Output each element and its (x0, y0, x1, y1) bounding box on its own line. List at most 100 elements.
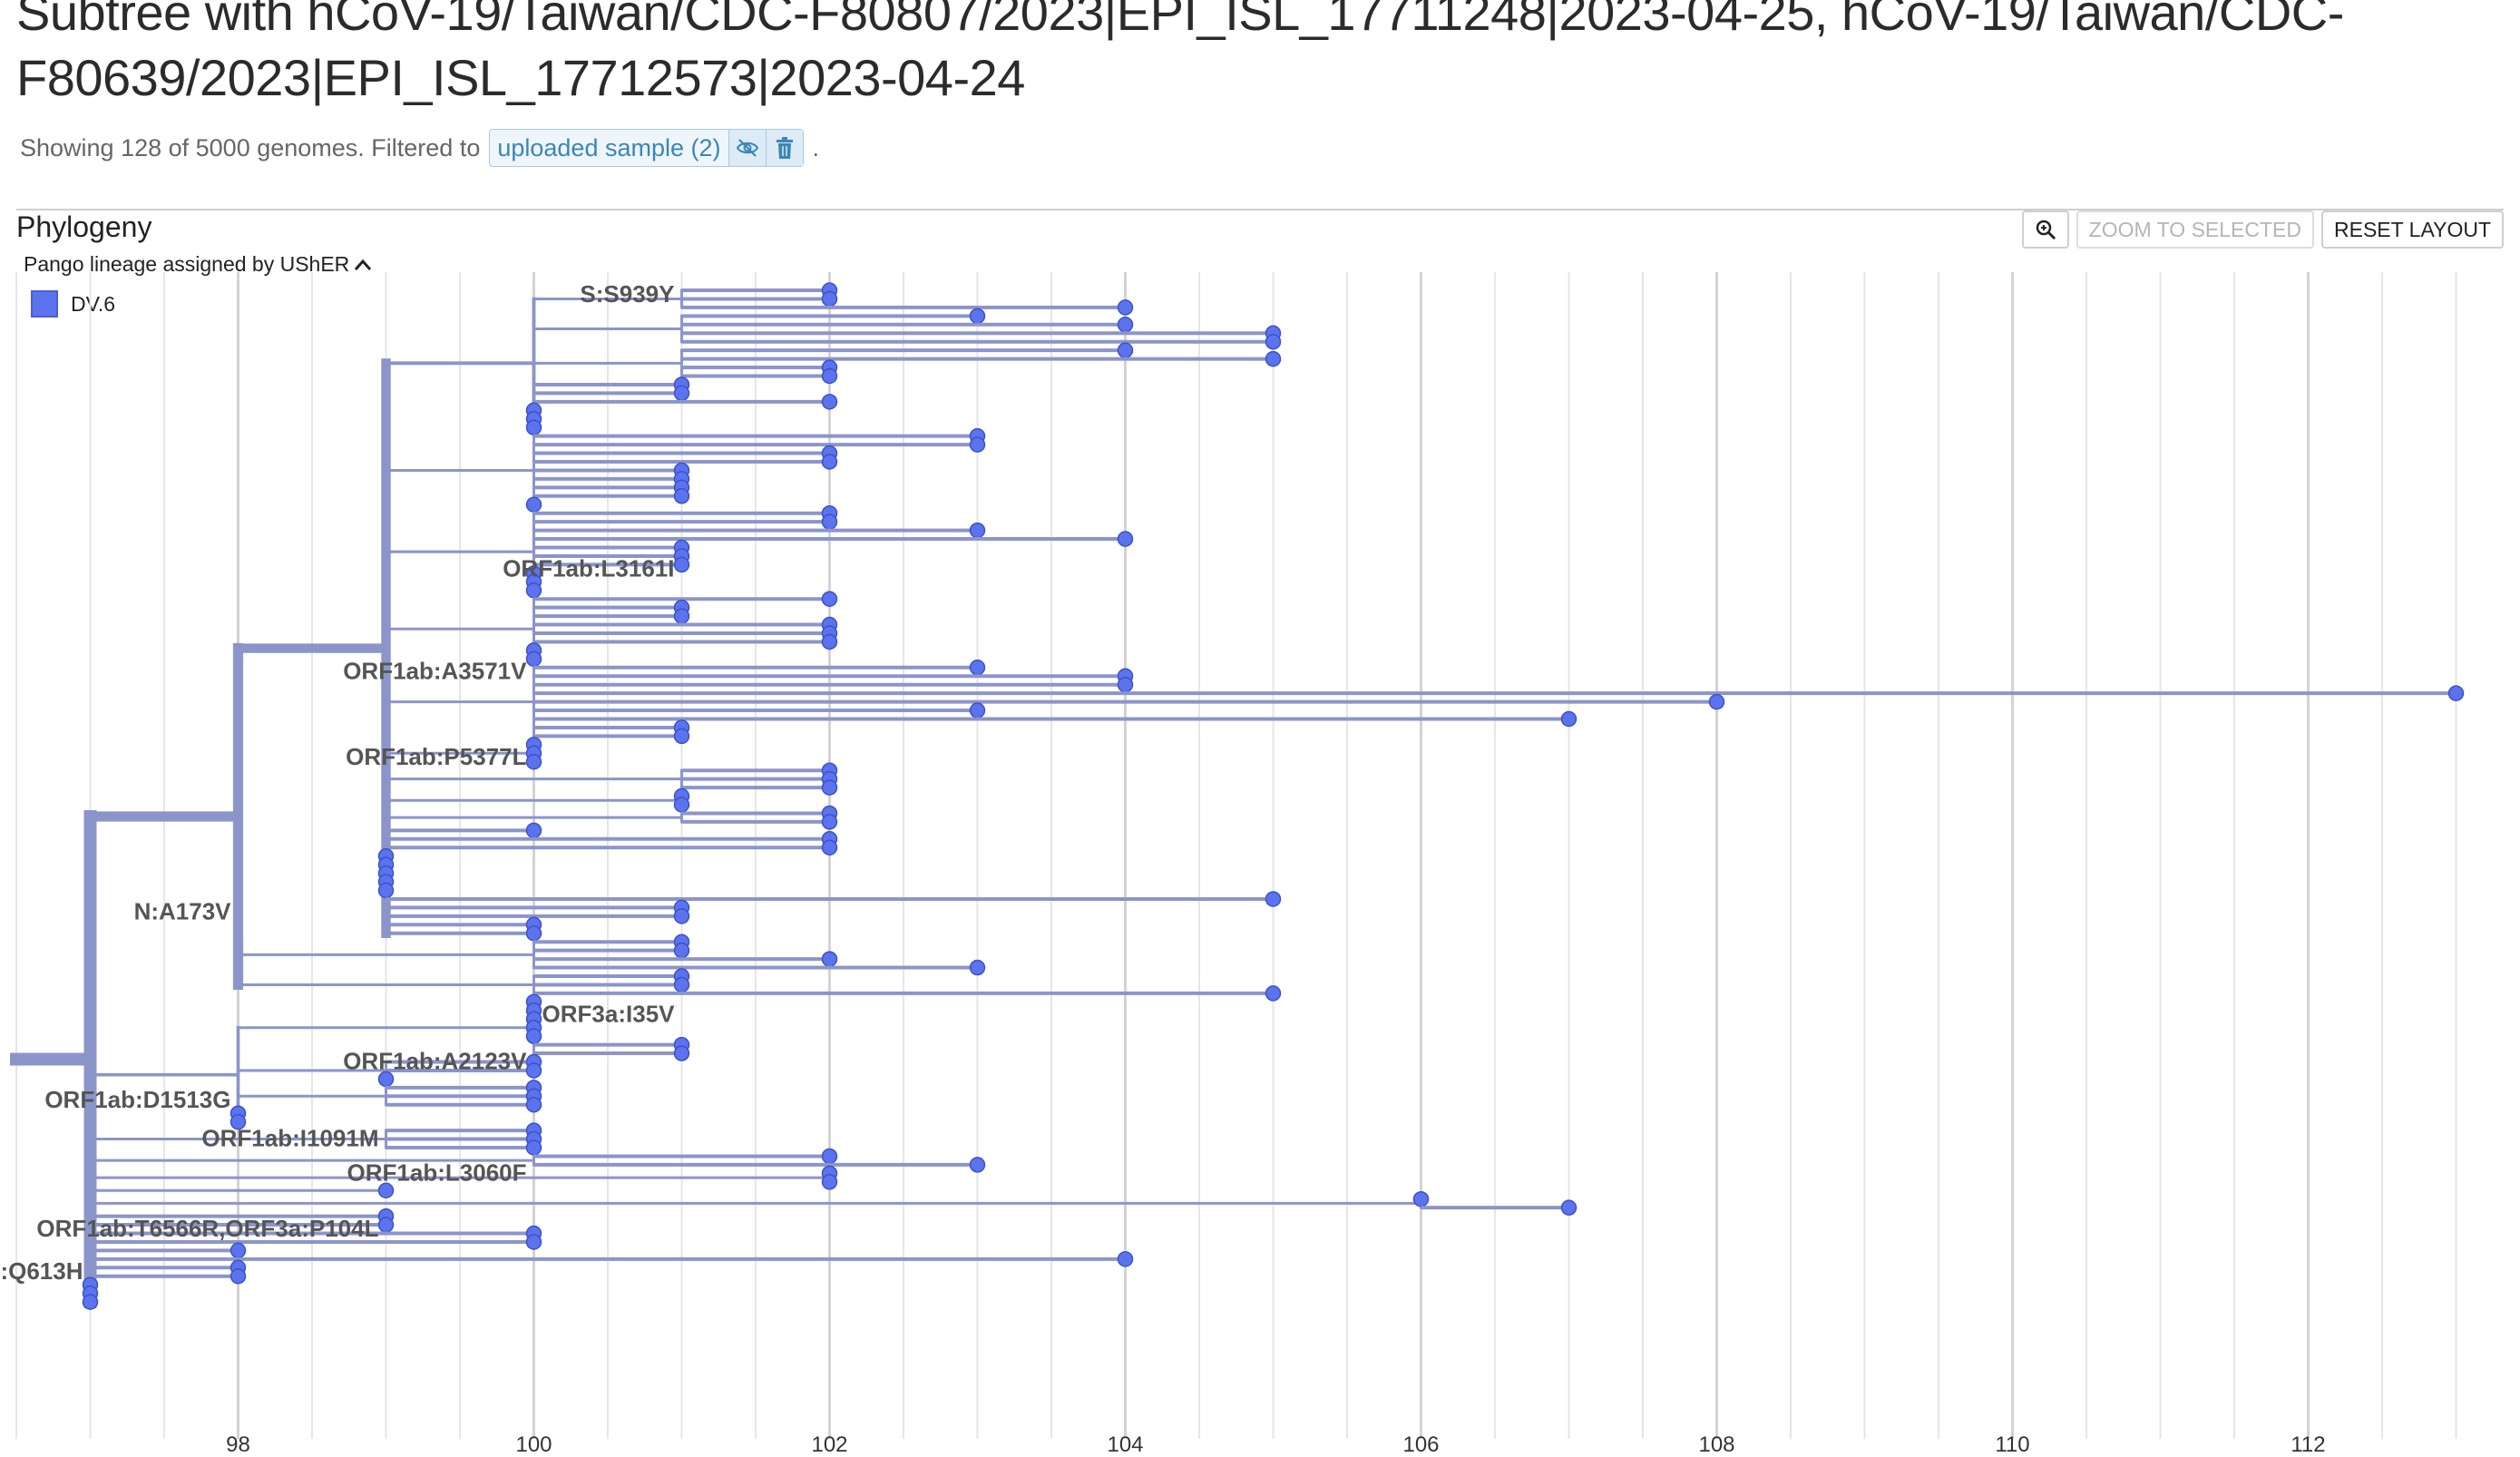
tree-leaf-node (525, 582, 542, 599)
mutation-label: ORF1ab:L3161I (503, 554, 674, 582)
reset-layout-button[interactable]: RESET LAYOUT (2321, 210, 2504, 249)
tree-leaf-node (673, 1045, 690, 1061)
mutation-label: S:S939Y (580, 280, 674, 308)
axis-tick-label: 112 (2290, 1433, 2325, 1457)
tree-leaf-node (1265, 333, 1282, 350)
tree-leaf-node (821, 513, 838, 530)
tree-leaf-node (821, 394, 838, 410)
axis-tick-label: 108 (1698, 1433, 1734, 1457)
tree-leaf-node (1265, 985, 1282, 1002)
tree-leaf-node (1560, 1199, 1577, 1216)
mutation-label: ORF1ab:I1091M (201, 1125, 378, 1152)
page-title: Subtree with hCoV-19/Taiwan/CDC-F80807/2… (16, 0, 2344, 106)
tree-leaf-node (1117, 299, 1134, 316)
tree-leaf-node (821, 1148, 838, 1165)
legend-title-text[interactable]: Pango lineage assigned by UShER (24, 252, 350, 276)
tree-leaf-node (821, 367, 838, 385)
tree-leaf-node (377, 1182, 395, 1198)
tree-leaf-node (525, 1028, 542, 1044)
tree-leaf-node (1117, 676, 1134, 693)
tree-leaf-node (82, 1294, 99, 1310)
tree-leaf-node (525, 925, 542, 942)
tree-leaf-node (673, 797, 690, 813)
trash-icon[interactable] (765, 130, 803, 166)
mutation-label: N:A173V (134, 897, 232, 924)
tree-leaf-node (821, 779, 838, 796)
search-icon (2036, 220, 2056, 240)
tree-leaf-node (525, 1097, 542, 1113)
tree-leaf-node (377, 882, 395, 899)
tree-leaf-node (1117, 342, 1134, 358)
tree-leaf-node (525, 754, 542, 770)
axis-tick-label: 98 (226, 1433, 250, 1457)
tree-leaf-node (525, 1062, 542, 1079)
tree-leaf-node (525, 1234, 542, 1250)
tree-leaf-node (1117, 317, 1134, 333)
tree-leaf-node (969, 702, 986, 719)
axis-tick-label: 110 (1995, 1433, 2029, 1457)
tree-leaf-node (230, 1268, 247, 1285)
zoom-to-selected-button[interactable]: ZOOM TO SELECTED (2076, 210, 2315, 249)
tree-leaf-node (673, 385, 690, 402)
summary-text: Showing 128 of 5000 genomes. Filtered to (20, 133, 481, 161)
tree-leaf-node (673, 488, 690, 504)
axis-tick-label: 102 (811, 1433, 847, 1457)
tree-leaf-node (969, 660, 986, 676)
tree-leaf-node (969, 436, 986, 453)
tree-leaf-node (821, 1174, 838, 1190)
phylogeny-tree[interactable]: S:S939Y ORF1ab:L3161I ORF1ab:A3571V ORF1ab:… (0, 272, 2520, 1457)
tree-leaf-node (525, 496, 542, 513)
tree-leaf-node (821, 454, 838, 470)
tree-leaf-node (1117, 1251, 1134, 1267)
tree-leaf-node (969, 522, 986, 539)
mutation-label: ORF1ab:P5377L (346, 743, 527, 770)
tree-leaf-node (673, 942, 690, 959)
chevron-up-icon[interactable] (353, 258, 373, 272)
tree-leaf-node (821, 951, 838, 967)
legend-item-dv6[interactable]: DV.6 (31, 290, 115, 318)
tree-leaf-node (673, 976, 690, 993)
legend-toggle[interactable]: Pango lineage assigned by UShER (24, 252, 373, 277)
tree-leaf-node (821, 633, 838, 650)
mutation-label: ORF1ab:A2123V (343, 1048, 527, 1075)
tree-toolbar: ZOOM TO SELECTED RESET LAYOUT (2021, 210, 2504, 249)
tree-leaf-node (1265, 891, 1282, 907)
tree-leaf-node (1412, 1190, 1430, 1208)
tree-leaf-node (821, 591, 838, 607)
filter-chip-label[interactable]: uploaded sample (2) (497, 133, 721, 161)
mutation-label: ORF1ab:A3571V (343, 658, 527, 685)
tree-leaf-node (969, 959, 986, 976)
axis-tick-label: 106 (1402, 1433, 1439, 1457)
axis-tick-label: 100 (515, 1433, 552, 1457)
tree-leaf-node (377, 1217, 395, 1233)
mutation-label: ORF1ab:T6566R,ORF3a:P104L (36, 1215, 378, 1242)
search-button[interactable] (2021, 210, 2069, 249)
tree-leaf-node (1708, 693, 1725, 710)
tree-leaf-node (821, 290, 838, 308)
tree-leaf-node (525, 650, 542, 668)
tree-leaf-node (1117, 531, 1134, 547)
tree-leaf-node (673, 556, 690, 573)
mutation-label: ORF3a:I35V (542, 1001, 676, 1028)
tree-leaf-node (821, 814, 838, 830)
phylogeny-heading: Phylogeny (16, 210, 152, 243)
filter-chip[interactable]: uploaded sample (2) (489, 129, 804, 167)
tree-leaf-node (525, 1139, 542, 1156)
eye-slash-icon[interactable] (728, 130, 766, 166)
section-divider (16, 209, 2504, 210)
tree-leaf-node (1560, 710, 1577, 728)
tree-leaf-node (673, 908, 690, 924)
tree-leaf-node (1265, 350, 1282, 367)
mutation-label: ORF1ab:L3060F (347, 1159, 527, 1187)
genome-summary: Showing 128 of 5000 genomes. Filtered to… (20, 129, 819, 167)
tree-leaf-node (230, 1242, 247, 1259)
axis-tick-label: 104 (1107, 1433, 1143, 1457)
summary-end: . (812, 133, 820, 161)
tree-leaf-node (673, 608, 690, 624)
legend-swatch (31, 290, 58, 318)
mutation-label: I,S:Q613H (0, 1257, 83, 1285)
legend-item-label: DV.6 (71, 291, 116, 316)
tree-leaf-node (525, 419, 542, 435)
mutation-label: ORF1ab:D1513G (44, 1086, 230, 1113)
tree-leaf-node (2447, 685, 2465, 701)
